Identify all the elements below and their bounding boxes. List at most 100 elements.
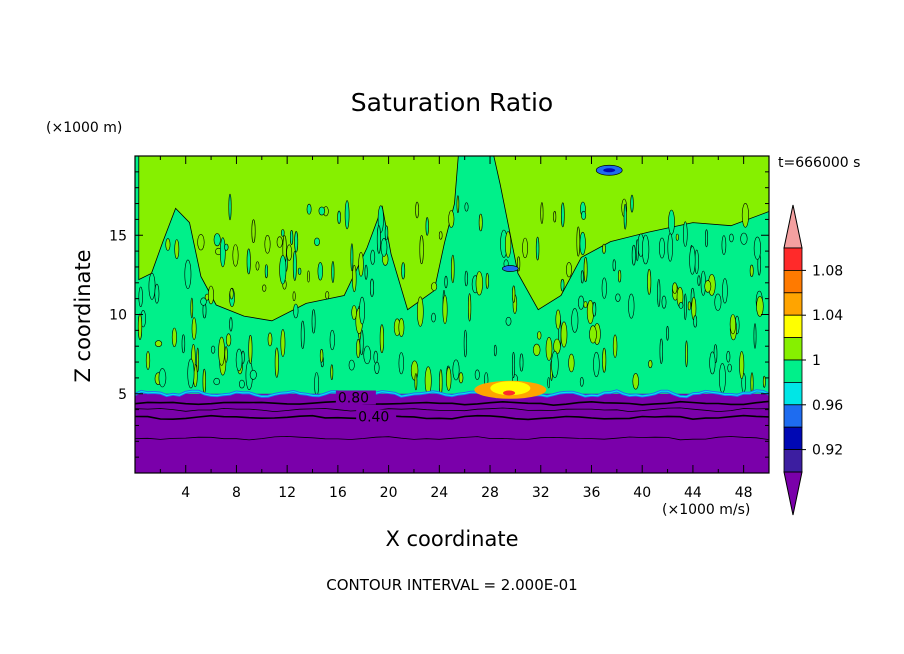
contour-speckle [704, 229, 708, 248]
colorbar-segment [783, 381, 803, 406]
contour-line-lower [134, 414, 770, 421]
contour-speckle [431, 282, 438, 291]
contour-speckle [414, 373, 418, 391]
colorbar-segment [783, 292, 803, 316]
contour-speckle [583, 256, 588, 283]
contour-speckle [464, 270, 468, 287]
contour-speckle [451, 254, 455, 284]
contour-speckle [398, 318, 405, 337]
contour-speckle [729, 233, 734, 243]
contour-speckle [560, 321, 568, 348]
contour-speckle [416, 296, 424, 327]
contour-speckle [356, 338, 361, 358]
contour-speckle [658, 237, 665, 259]
contour-speckle [553, 210, 557, 223]
contour-speckle [197, 234, 205, 251]
contour-speckle [294, 231, 299, 253]
contour-speckle [267, 332, 273, 347]
contour-speckle [583, 301, 588, 309]
colorbar-segment [783, 426, 803, 451]
contour-speckle [739, 351, 745, 380]
colorbar-segment [783, 337, 803, 361]
contour-speckle [145, 351, 151, 370]
contour-speckle [380, 238, 388, 257]
contour-speckle [678, 301, 684, 309]
contour-speckle [317, 262, 323, 281]
contour-speckle [279, 255, 287, 285]
chart-title: Saturation Ratio [350, 88, 554, 117]
z-unit-label: (×1000 m) [46, 120, 123, 136]
time-label: t=666000 s [778, 155, 861, 171]
contour-speckle [314, 237, 320, 247]
contour-speckle [687, 301, 691, 311]
y-tick-label: 15 [109, 228, 127, 244]
contour-speckle [352, 264, 357, 293]
contour-speckle [208, 285, 215, 305]
contour-speckle [592, 301, 597, 317]
contour-speckle [458, 372, 464, 384]
contour-speckle [632, 373, 639, 390]
contour-speckle [138, 286, 143, 307]
contour-speckle [191, 317, 197, 340]
contour-speckle [714, 293, 722, 311]
contour-speckle [300, 320, 305, 349]
contour-speckle [753, 323, 757, 349]
contour-speckle [218, 336, 225, 366]
contour-label: 0.40 [358, 410, 389, 426]
contour-speckle [740, 232, 748, 245]
contour-speckle [452, 359, 460, 381]
contour-speckle [475, 271, 483, 296]
contour-speckle [641, 234, 650, 265]
contour-speckle [648, 359, 653, 369]
contour-speckle [602, 347, 607, 373]
contour-speckle [612, 334, 618, 358]
colorbar-top-arrow [783, 204, 803, 249]
contour-speckle [379, 324, 385, 354]
colorbar-bottom-arrow [783, 471, 803, 516]
contour-speckle [726, 350, 731, 363]
contour-speckle [251, 219, 256, 243]
contour-speckle [659, 338, 663, 364]
contour-speckle [672, 282, 678, 294]
contour-line-lower [134, 400, 770, 407]
contour-speckle [617, 269, 622, 283]
contour-interval-label: CONTOUR INTERVAL = 2.000E-01 [326, 576, 578, 594]
contour-speckle [535, 236, 540, 261]
contour-speckle [337, 210, 341, 225]
contour-speckle [666, 325, 669, 341]
contour-speckle [255, 261, 260, 271]
contour-speckle [630, 194, 634, 213]
contour-speckle [612, 259, 616, 272]
contour-speckle [359, 296, 365, 325]
contour-speckle [348, 359, 355, 371]
contour-speckle [331, 261, 335, 283]
x-tick-label: 48 [735, 485, 753, 501]
contour-speckle [358, 251, 364, 277]
contour-speckle [226, 333, 232, 347]
x-tick-label: 28 [481, 485, 499, 501]
contour-speckle [200, 297, 207, 306]
contour-speckle [615, 293, 621, 302]
field-supersaturated-left [138, 155, 459, 322]
contour-speckle [511, 351, 515, 379]
contour-speckle [425, 217, 429, 236]
contour-speckle [293, 303, 299, 319]
contour-speckle [280, 329, 286, 357]
contour-speckle [756, 296, 764, 317]
x-tick-label: 4 [181, 485, 190, 501]
contour-speckle [329, 329, 335, 351]
contour-speckle [749, 264, 754, 277]
contour-speckle [311, 309, 316, 334]
contour-speckle [579, 376, 584, 387]
colorbar-segment [783, 269, 803, 294]
contour-speckle [248, 334, 253, 364]
contour-speckle [468, 293, 472, 322]
contour-speckle [753, 236, 762, 260]
contour-speckle [369, 278, 374, 297]
contour-speckle [292, 250, 297, 281]
contour-speckle [154, 340, 163, 347]
contour-speckle [576, 226, 581, 257]
contour-speckle [446, 367, 452, 391]
contour-speckle [213, 233, 221, 247]
